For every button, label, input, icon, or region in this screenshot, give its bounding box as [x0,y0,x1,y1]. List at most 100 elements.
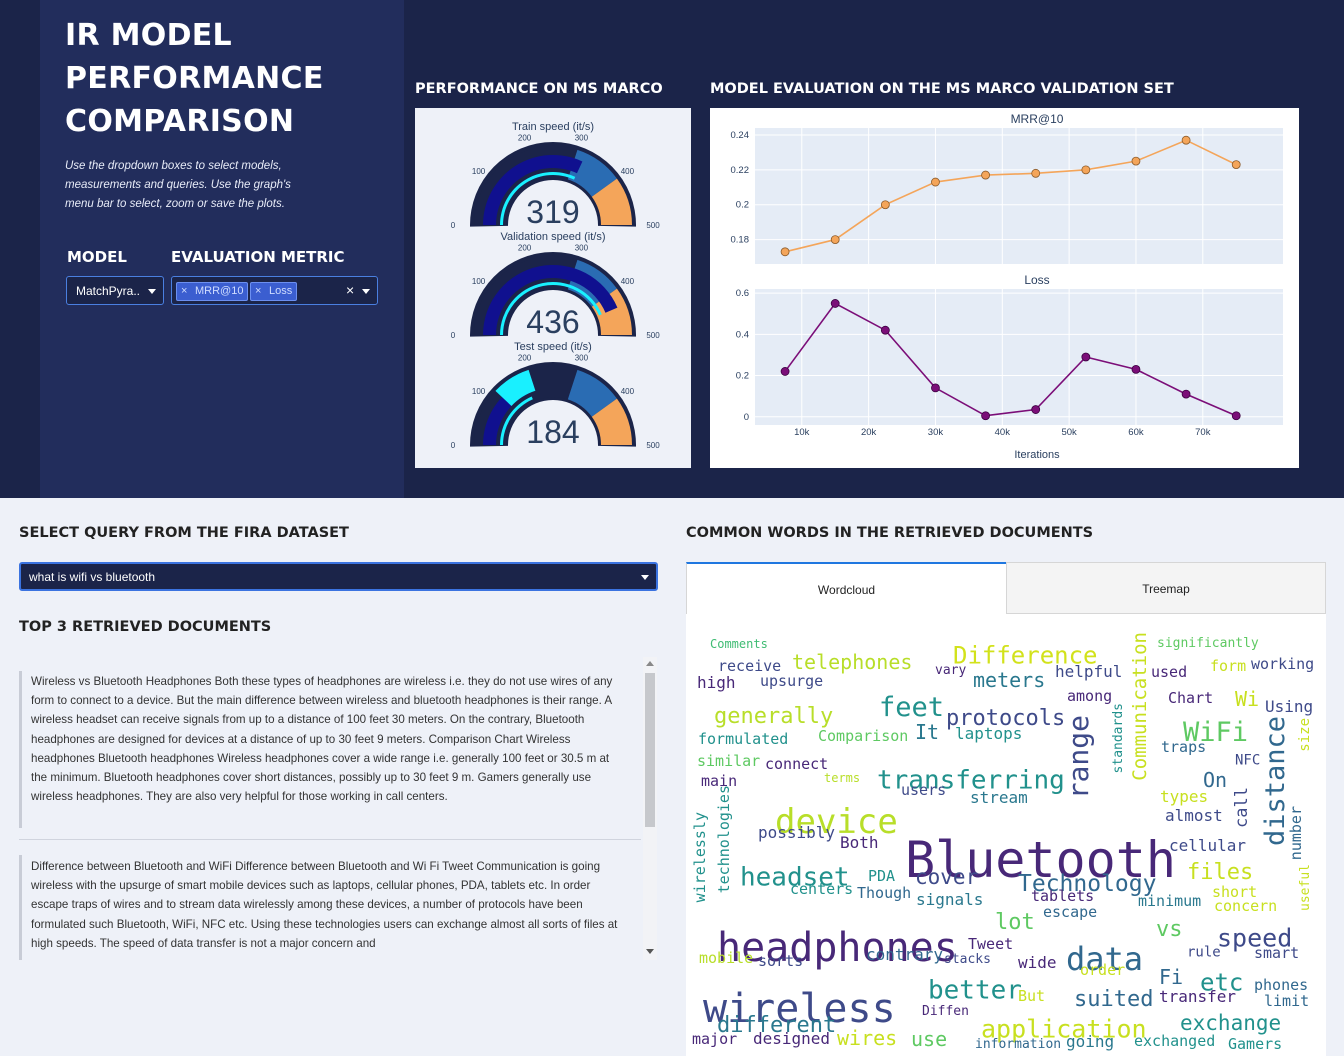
wordcloud-word: Using [1265,697,1313,716]
gauge-tick-label: 100 [472,387,486,396]
wordcloud-word: Tweet [968,935,1013,953]
y-tick-label: 0.2 [736,200,749,211]
title-line: IR MODEL [65,18,232,53]
wordcloud-word: used [1151,663,1187,681]
intro-text: Use the dropdown boxes to select models,… [65,160,291,210]
gauge-threshold-ring [500,396,533,445]
remove-chip-icon[interactable]: × [255,285,262,297]
evaluation-heading: MODEL EVALUATION ON THE MS MARCO VALIDAT… [710,81,1174,97]
wordcloud-word: limit [1264,992,1309,1010]
wordcloud-word: sorts [758,952,803,970]
speed-gauges-panel[interactable]: Train speed (it/s) 0 100 200 300 400 500 319Val… [415,108,691,468]
data-point [931,383,940,393]
wordcloud-word-vertical: call [1232,787,1252,828]
wordcloud-word: stream [970,788,1028,807]
gauge-tick-label: 100 [472,277,486,286]
title-line: COMPARISON [65,104,295,139]
metric-multiselect[interactable]: × MRR@10 × Loss × [171,276,378,305]
tab-wordcloud[interactable]: Wordcloud [686,562,1006,614]
wordcloud-word: Diffen [922,1004,969,1019]
wordcloud-word-vertical: number [1287,806,1305,860]
wordcloud-word-vertical: useful [1298,864,1313,911]
metric-chip-loss[interactable]: × Loss [250,282,298,301]
x-tick-label: 70k [1195,427,1211,438]
clear-icon[interactable]: × [346,282,355,298]
wordcloud-word: data [1066,940,1143,978]
wordcloud-word: suited [1074,987,1153,1012]
wordcloud-word: Chart [1168,689,1213,707]
scrollbar-thumb[interactable] [645,673,655,827]
wordcloud-word: stacks [944,952,991,967]
wordcloud-word: lot [995,910,1035,935]
wordcloud-word: helpful [1055,662,1122,681]
select-query-heading: SELECT QUERY FROM THE FIRA DATASET [19,525,349,541]
gauge-tick-label: 200 [518,244,532,253]
remove-chip-icon[interactable]: × [181,285,188,297]
metric-chip-mrr[interactable]: × MRR@10 [176,282,249,301]
wordcloud-word: form [1210,657,1246,675]
wordcloud-word: tablets [1031,887,1094,905]
query-dropdown[interactable]: what is wifi vs bluetooth [19,562,658,591]
documents-list[interactable]: Wireless vs Bluetooth Headphones Both th… [19,657,658,960]
wordcloud-word: cellular [1169,836,1246,855]
wordcloud-word: Bluetooth [905,831,1176,889]
gauge-tick-label: 400 [621,387,635,396]
doc-quote-bar [19,671,22,828]
chevron-down-icon[interactable] [641,575,649,580]
model-dropdown[interactable]: MatchPyra.. [66,276,164,305]
evaluation-line-charts[interactable]: MRR@10 0.18 0.2 0.22 0.24 Loss 0 0.2 0.4 0.6 10k 20… [710,108,1299,468]
wordcloud-word: Difference [953,642,1098,670]
gauge-tick-label: 300 [575,244,589,253]
gauge-tick-label: 0 [451,221,456,230]
chevron-down-icon[interactable] [362,289,370,294]
wordcloud-word: receive [718,657,781,675]
wordcloud-word: wireless [703,986,896,1032]
wordcloud-word-vertical: technologies [715,785,733,893]
data-point [1131,364,1141,374]
data-point [780,247,790,257]
wordcloud-word: terms [824,771,860,785]
wordcloud-word-vertical: standards [1111,703,1126,773]
doc-quote-bar [19,855,22,960]
wordcloud-word: vs [1156,917,1183,942]
gauge-title: Test speed (it/s) [514,341,592,353]
wordcloud-word: Comparison [818,727,908,745]
subplot-title: Loss [1024,273,1049,287]
wordcloud-word: Comments [710,637,768,651]
wordcloud-word: Gamers [1228,1035,1282,1053]
scrollbar-track[interactable] [643,657,657,960]
wordcloud-word: generally [714,704,833,729]
gauge-value: 184 [526,414,579,450]
tab-treemap[interactable]: Treemap [1006,562,1326,614]
y-tick-label: 0.6 [736,288,749,299]
model-dropdown-value: MatchPyra.. [76,284,141,298]
series-line [784,302,1237,417]
gauge-step-high [591,178,632,225]
wordcloud-word: etc [1200,969,1243,997]
wordcloud-word: high [697,673,736,692]
scroll-up-icon[interactable] [646,661,654,666]
wordcloud-word: significantly [1157,636,1259,651]
gauge-value-bar [483,265,618,335]
wordcloud-word: It [915,720,939,744]
doc-divider [19,839,641,840]
wordcloud-word: WiFi [1183,717,1248,748]
gauge-value: 436 [526,304,579,340]
wordcloud-word: Both [840,833,879,852]
x-tick-label: 30k [928,427,944,438]
wordcloud-word: users [901,781,946,799]
wordcloud-word: traps [1161,738,1206,756]
wordcloud-word: different [717,1013,836,1038]
x-tick-label: 40k [995,427,1011,438]
gauge-tick-label: 500 [646,331,660,340]
wordcloud-word: centers [790,880,853,898]
y-tick-label: 0.18 [731,235,750,246]
wordcloud-word-vertical: range [1062,715,1095,799]
scroll-down-icon[interactable] [646,949,654,954]
chevron-down-icon[interactable] [148,289,156,294]
wordcloud-word: mobile [699,949,753,967]
gauge-title: Validation speed (it/s) [501,231,606,243]
top3-heading: TOP 3 RETRIEVED DOCUMENTS [19,619,272,635]
gauge-tick-label: 300 [575,134,589,143]
